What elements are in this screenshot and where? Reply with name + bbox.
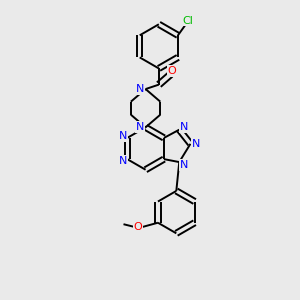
Text: O: O xyxy=(134,222,142,232)
Text: N: N xyxy=(192,139,200,149)
Text: N: N xyxy=(118,131,127,142)
Text: N: N xyxy=(136,84,145,94)
Text: O: O xyxy=(168,66,176,76)
Text: N: N xyxy=(136,122,145,132)
Text: Cl: Cl xyxy=(183,16,194,26)
Text: N: N xyxy=(118,156,127,166)
Text: N: N xyxy=(179,160,188,170)
Text: N: N xyxy=(179,122,188,132)
